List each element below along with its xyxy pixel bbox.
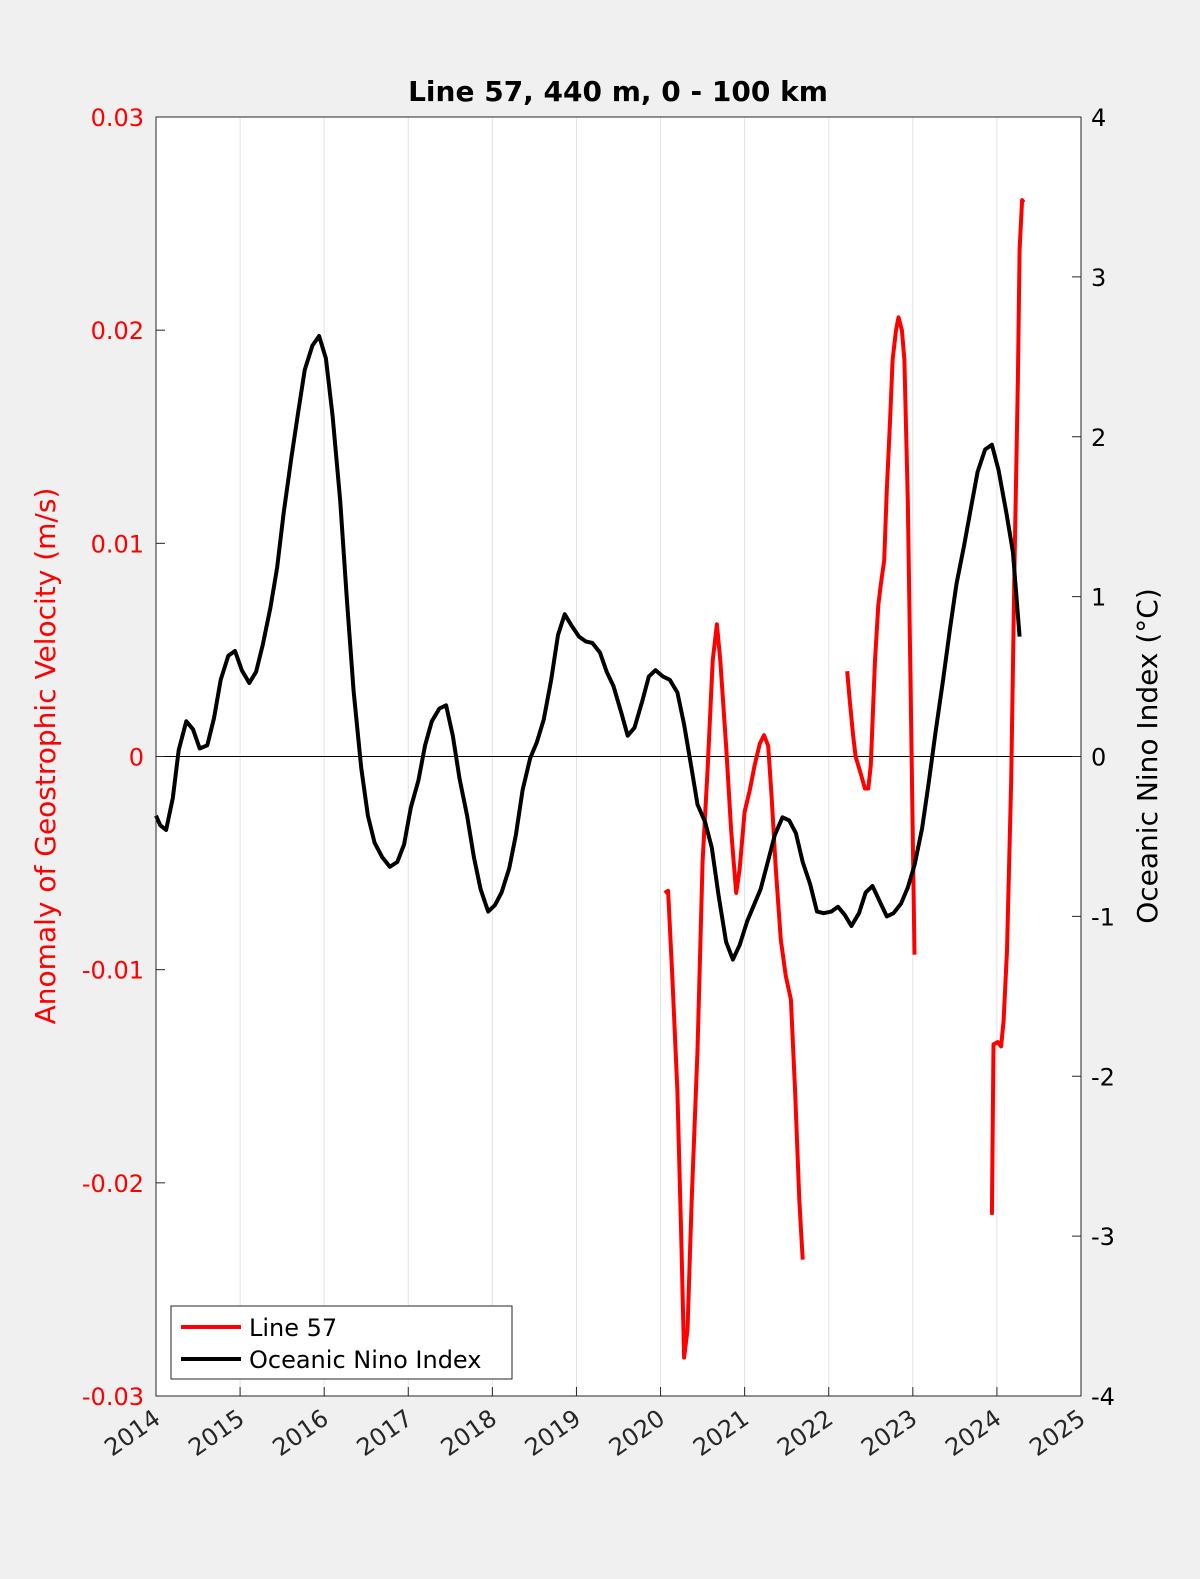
series-line57-line xyxy=(845,315,917,955)
x-tick-label: 2024 xyxy=(940,1404,1006,1462)
y-tick-label-right: -4 xyxy=(1091,1383,1115,1411)
legend-label-line57: Line 57 xyxy=(249,1314,337,1342)
y-tick-label-right: -3 xyxy=(1091,1223,1115,1251)
legend-box xyxy=(170,1305,513,1380)
y-tick-label-right: 2 xyxy=(1091,424,1106,452)
y-tick-label-left: 0.03 xyxy=(91,104,144,132)
y-tick-label-right: 1 xyxy=(1091,584,1106,612)
x-tick-label: 2014 xyxy=(99,1404,165,1462)
y-tick-label-right: -2 xyxy=(1091,1063,1115,1091)
x-tick-label: 2018 xyxy=(436,1404,502,1462)
y-tick-label-right: 4 xyxy=(1091,104,1106,132)
y-tick-label-left: -0.03 xyxy=(82,1383,144,1411)
x-tick-label: 2019 xyxy=(520,1404,586,1462)
x-tick-label: 2017 xyxy=(352,1404,418,1462)
x-tick-label: 2023 xyxy=(856,1404,922,1462)
y-tick-label-right: 3 xyxy=(1091,264,1106,292)
y-tick-label-left: -0.02 xyxy=(82,1170,144,1198)
y-tick-label-left: 0.02 xyxy=(91,317,144,345)
legend-label-oni: Oceanic Nino Index xyxy=(249,1346,481,1374)
right-axis-label: Oceanic Nino Index (°C) xyxy=(1131,588,1164,924)
x-tick-label: 2025 xyxy=(1024,1404,1090,1462)
series-line57-line xyxy=(989,198,1026,1215)
x-tick-label: 2020 xyxy=(604,1404,670,1462)
x-tick-label: 2022 xyxy=(772,1404,838,1462)
series-oni-line xyxy=(154,334,1022,962)
x-tick-label: 2021 xyxy=(688,1404,754,1462)
left-axis-label: Anomaly of Geostrophic Velocity (m/s) xyxy=(29,488,62,1025)
legend: Line 57 Oceanic Nino Index xyxy=(170,1305,513,1380)
x-tick-label: 2015 xyxy=(183,1404,249,1462)
y-tick-label-right: 0 xyxy=(1091,744,1106,772)
chart-title: Line 57, 440 m, 0 - 100 km xyxy=(408,75,828,108)
y-tick-label-left: -0.01 xyxy=(82,957,144,985)
x-tick-label: 2016 xyxy=(268,1404,334,1462)
series-line57-line xyxy=(663,622,805,1360)
y-tick-label-left: 0.01 xyxy=(91,530,144,558)
y-tick-label-left: 0 xyxy=(129,744,144,772)
y-tick-label-right: -1 xyxy=(1091,903,1115,931)
